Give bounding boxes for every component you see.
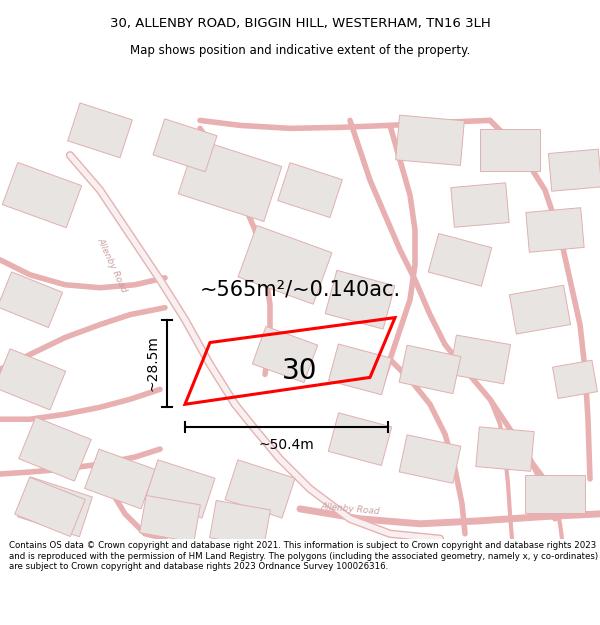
Polygon shape — [225, 460, 295, 518]
Polygon shape — [476, 427, 534, 471]
Polygon shape — [480, 129, 540, 171]
Polygon shape — [17, 477, 92, 537]
Polygon shape — [278, 162, 343, 217]
Polygon shape — [145, 460, 215, 518]
Polygon shape — [2, 162, 82, 228]
Text: Contains OS data © Crown copyright and database right 2021. This information is : Contains OS data © Crown copyright and d… — [9, 541, 598, 571]
Polygon shape — [19, 417, 91, 481]
Polygon shape — [14, 478, 85, 536]
Polygon shape — [526, 208, 584, 252]
Polygon shape — [68, 103, 133, 158]
Polygon shape — [0, 272, 62, 328]
Polygon shape — [238, 226, 332, 304]
Text: ~565m²/~0.140ac.: ~565m²/~0.140ac. — [199, 280, 401, 300]
Polygon shape — [178, 139, 282, 221]
Polygon shape — [399, 435, 461, 483]
Text: Allenby Road: Allenby Road — [95, 236, 128, 294]
Polygon shape — [0, 349, 65, 410]
Polygon shape — [428, 234, 492, 286]
Polygon shape — [328, 412, 392, 466]
Polygon shape — [329, 344, 391, 395]
Polygon shape — [548, 149, 600, 191]
Text: 30: 30 — [282, 357, 318, 386]
Polygon shape — [209, 501, 271, 548]
Text: Allenby Road: Allenby Road — [320, 502, 380, 516]
Polygon shape — [449, 335, 511, 384]
Polygon shape — [451, 183, 509, 228]
Polygon shape — [325, 270, 395, 329]
Polygon shape — [253, 326, 317, 382]
Polygon shape — [509, 285, 571, 334]
Polygon shape — [395, 115, 464, 166]
Polygon shape — [140, 496, 200, 542]
Text: Map shows position and indicative extent of the property.: Map shows position and indicative extent… — [130, 44, 470, 57]
Polygon shape — [153, 119, 217, 172]
Text: 30, ALLENBY ROAD, BIGGIN HILL, WESTERHAM, TN16 3LH: 30, ALLENBY ROAD, BIGGIN HILL, WESTERHAM… — [110, 17, 490, 30]
Polygon shape — [85, 449, 155, 509]
Polygon shape — [399, 345, 461, 394]
Polygon shape — [525, 475, 585, 513]
Polygon shape — [553, 360, 598, 399]
Text: ~28.5m: ~28.5m — [146, 336, 160, 391]
Text: ~50.4m: ~50.4m — [259, 438, 314, 452]
